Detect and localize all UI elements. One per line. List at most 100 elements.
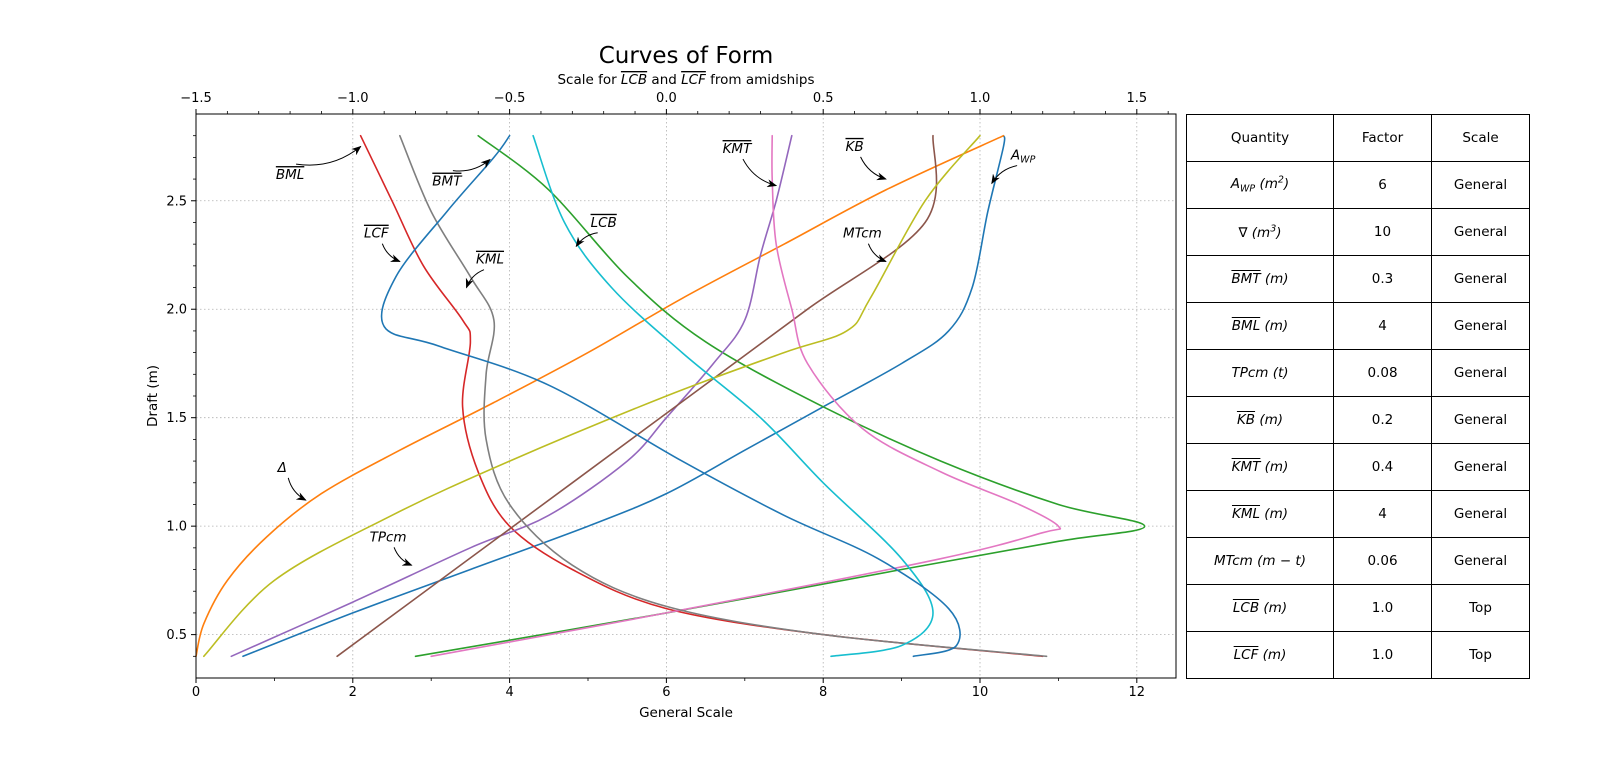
top-x-tick-label: 1.5 xyxy=(1126,91,1147,106)
grid-lines xyxy=(195,114,1176,678)
top-x-tick-label: 0.5 xyxy=(813,91,834,106)
factor-table: Quantity Factor Scale AWP (m2) 6 General ∇ … xyxy=(1186,114,1530,679)
factor-cell: 1.0 xyxy=(1333,584,1432,632)
table-row: ∇ (m3) 10 General xyxy=(1186,208,1530,256)
x-tick-label: 2 xyxy=(349,685,357,700)
factor-cell: 0.08 xyxy=(1333,349,1432,397)
y-tick-label: 0.5 xyxy=(166,628,187,643)
lcb-curve xyxy=(532,134,934,658)
top-x-tick-label: −1.0 xyxy=(337,91,369,106)
annotation-arrow xyxy=(575,232,598,248)
header-quantity: Quantity xyxy=(1186,114,1334,162)
annotation-arrow xyxy=(287,477,307,501)
y-tick-label: 1.5 xyxy=(166,411,187,426)
factor-cell: 4 xyxy=(1333,302,1432,350)
table-row: BML (m) 4 General xyxy=(1186,302,1530,350)
delta-curve xyxy=(195,134,1005,658)
table-row: LCB (m) 1.0 Top xyxy=(1186,584,1530,632)
top-x-tick-label: 0.0 xyxy=(656,91,677,106)
x-tick-label: 6 xyxy=(662,685,670,700)
quantity-cell: ∇ (m3) xyxy=(1186,208,1334,256)
quantity-cell: BML (m) xyxy=(1186,302,1334,350)
x-tick-label: 12 xyxy=(1129,685,1146,700)
quantity-cell: KML (m) xyxy=(1186,490,1334,538)
table-header-row: Quantity Factor Scale xyxy=(1186,114,1530,162)
table-row: BMT (m) 0.3 General xyxy=(1186,255,1530,303)
y-tick-label: 2.5 xyxy=(166,194,187,209)
top-x-tick-label: −0.5 xyxy=(494,91,526,106)
scale-cell: General xyxy=(1431,443,1530,491)
annotation-label: KB xyxy=(845,139,863,155)
table-row: LCF (m) 1.0 Top xyxy=(1186,631,1530,679)
bml-curve xyxy=(359,134,1044,658)
axis-ticks: 0 2 4 6 8 10 12 0.5 1.0 1.5 2.0 2.5 −1.5 −1.0 −0.5 0.0 0… xyxy=(166,91,1169,700)
annotation-label: KML xyxy=(476,252,504,268)
annotation-arrow xyxy=(296,145,362,166)
header-factor: Factor xyxy=(1333,114,1432,162)
annotation-label: MTcm xyxy=(843,226,882,242)
x-tick-label: 4 xyxy=(505,685,513,700)
annotation-arrow xyxy=(860,156,887,181)
factor-cell: 1.0 xyxy=(1333,631,1432,679)
kml-curve xyxy=(399,134,1048,658)
annotation-label: KMT xyxy=(723,141,754,157)
annotation-arrow xyxy=(465,269,485,289)
factor-cell: 6 xyxy=(1333,161,1432,209)
table-row: KML (m) 4 General xyxy=(1186,490,1530,538)
quantity-cell: MTcm (m − t) xyxy=(1186,537,1334,585)
quantity-cell: LCF (m) xyxy=(1186,631,1334,679)
scale-cell: Top xyxy=(1431,631,1530,679)
table-row: TPcm (t) 0.08 General xyxy=(1186,349,1530,397)
factor-cell: 0.06 xyxy=(1333,537,1432,585)
annotation-label: BML xyxy=(276,167,304,183)
scale-cell: General xyxy=(1431,396,1530,444)
annotation-arrow xyxy=(867,243,887,262)
table-row: KMT (m) 0.4 General xyxy=(1186,443,1530,491)
quantity-cell: AWP (m2) xyxy=(1186,161,1334,209)
top-x-tick-label: −1.5 xyxy=(180,91,212,106)
scale-cell: General xyxy=(1431,161,1530,209)
y-axis-label: Draft (m) xyxy=(145,365,161,427)
factor-cell: 4 xyxy=(1333,490,1432,538)
top-x-tick-label: 1.0 xyxy=(970,91,991,106)
awp-curve xyxy=(242,134,1006,658)
annotation-label: BMT xyxy=(432,174,463,190)
quantity-cell: LCB (m) xyxy=(1186,584,1334,632)
table-row: AWP (m2) 6 General xyxy=(1186,161,1530,209)
chart-title: Curves of Form xyxy=(599,43,774,69)
top-axis-label: Scale for LCB and LCF from amidships xyxy=(557,72,814,88)
quantity-cell: TPcm (t) xyxy=(1186,349,1334,397)
scale-cell: General xyxy=(1431,255,1530,303)
annotation-label: TPcm xyxy=(370,529,407,545)
series-lines xyxy=(195,134,1146,658)
x-tick-label: 0 xyxy=(192,685,200,700)
table-row: KB (m) 0.2 General xyxy=(1186,396,1530,444)
annotation-label: Δ xyxy=(277,460,287,476)
scale-cell: Top xyxy=(1431,584,1530,632)
factor-cell: 10 xyxy=(1333,208,1432,256)
annotation-label: LCF xyxy=(364,226,389,242)
x-tick-label: 10 xyxy=(972,685,989,700)
annotation-label: AWP xyxy=(1010,148,1036,166)
annotation-arrow xyxy=(452,158,491,172)
x-tick-label: 8 xyxy=(819,685,827,700)
bmt-curve xyxy=(414,134,1146,658)
quantity-cell: KMT (m) xyxy=(1186,443,1334,491)
table-row: MTcm (m − t) 0.06 General xyxy=(1186,537,1530,585)
curve-annotations: BML BMT KMT KB AWP LCB LCF KML MTcm Δ TPcm xyxy=(276,139,1036,566)
annotation-arrow xyxy=(381,243,401,262)
annotation-arrow xyxy=(991,165,1018,185)
x-axis-label: General Scale xyxy=(639,705,733,721)
factor-cell: 0.2 xyxy=(1333,396,1432,444)
annotation-label: LCB xyxy=(591,215,617,231)
scale-cell: General xyxy=(1431,349,1530,397)
mtcm-curve xyxy=(203,134,981,658)
header-scale: Scale xyxy=(1431,114,1530,162)
scale-cell: General xyxy=(1431,302,1530,350)
kmt-curve xyxy=(430,134,1062,658)
scale-cell: General xyxy=(1431,208,1530,256)
factor-cell: 0.4 xyxy=(1333,443,1432,491)
kb-curve xyxy=(336,134,938,658)
factor-cell: 0.3 xyxy=(1333,255,1432,303)
